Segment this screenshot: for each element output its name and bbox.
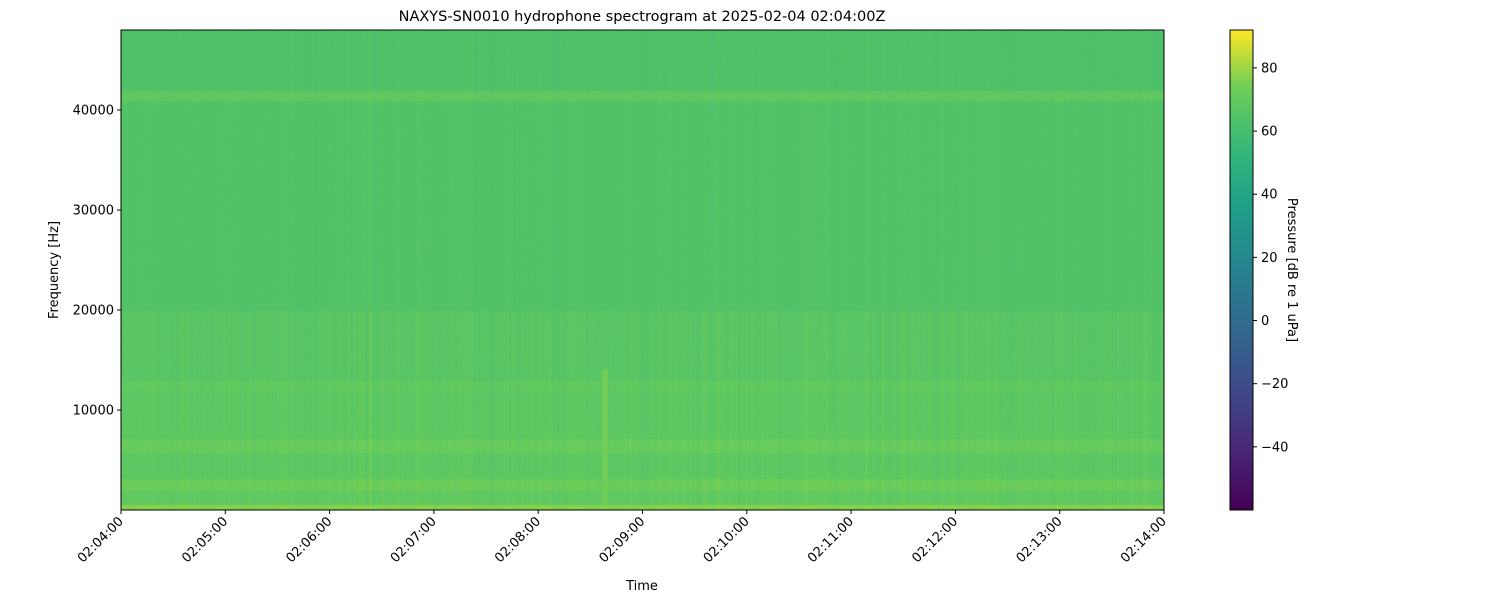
chart-title: NAXYS-SN0010 hydrophone spectrogram at 2… bbox=[399, 9, 886, 25]
x-axis: 02:04:00 02:05:00 02:06:00 02:07:00 02:08:00… bbox=[75, 510, 1170, 566]
y-tick-label: 30000 bbox=[73, 204, 114, 219]
x-axis-label: Time bbox=[625, 579, 658, 594]
x-tick-label: 02:12:00 bbox=[909, 514, 961, 566]
x-tick-label: 02:05:00 bbox=[179, 514, 231, 566]
x-tick-label: 02:07:00 bbox=[388, 514, 440, 566]
y-tick-label: 10000 bbox=[73, 404, 114, 419]
y-axis-label: Frequency [Hz] bbox=[47, 221, 62, 319]
colorbar-tick-label: −40 bbox=[1261, 440, 1288, 455]
colorbar-tick-label: 60 bbox=[1261, 125, 1278, 140]
x-tick-label: 02:04:00 bbox=[75, 514, 127, 566]
colorbar bbox=[1229, 29, 1254, 511]
x-tick-label: 02:13:00 bbox=[1014, 514, 1066, 566]
plot-frame bbox=[120, 29, 1165, 511]
x-tick-label: 02:14:00 bbox=[1118, 514, 1170, 566]
x-tick-label: 02:11:00 bbox=[805, 514, 857, 566]
colorbar-tick-label: 0 bbox=[1261, 314, 1269, 329]
x-tick-label: 02:08:00 bbox=[492, 514, 544, 566]
y-axis: 10000 20000 30000 40000 bbox=[73, 104, 121, 419]
y-tick-label: 40000 bbox=[73, 104, 114, 119]
spectrogram-heatmap bbox=[121, 30, 1164, 510]
colorbar-tick-label: 40 bbox=[1261, 188, 1278, 203]
colorbar-axis: −40 −20 0 20 40 60 80 bbox=[1253, 61, 1288, 455]
x-tick-label: 02:10:00 bbox=[701, 514, 753, 566]
x-tick-label: 02:09:00 bbox=[596, 514, 648, 566]
y-tick-label: 20000 bbox=[73, 304, 114, 319]
x-tick-label: 02:06:00 bbox=[284, 514, 336, 566]
colorbar-tick-label: 80 bbox=[1261, 61, 1278, 76]
colorbar-tick-label: 20 bbox=[1261, 251, 1278, 266]
colorbar-tick-label: −20 bbox=[1261, 377, 1288, 392]
colorbar-label: Pressure [dB re 1 uPa] bbox=[1284, 198, 1299, 342]
